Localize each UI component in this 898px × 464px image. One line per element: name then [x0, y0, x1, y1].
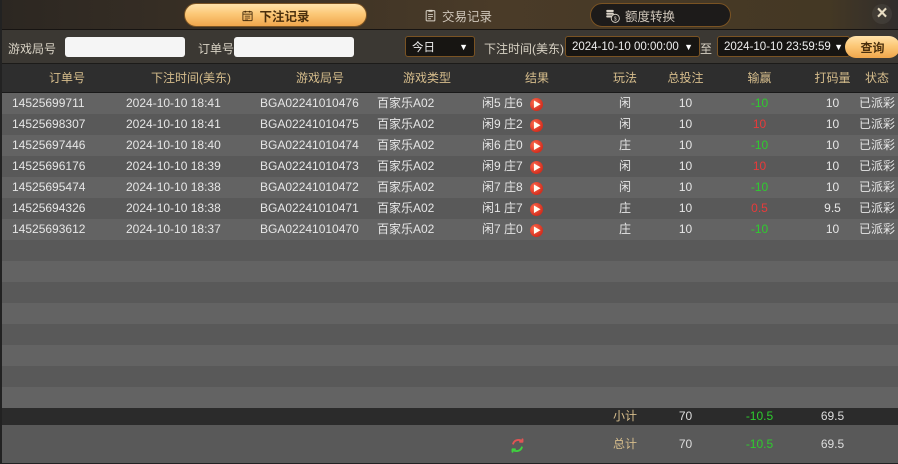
svg-text:$: $: [614, 16, 617, 22]
